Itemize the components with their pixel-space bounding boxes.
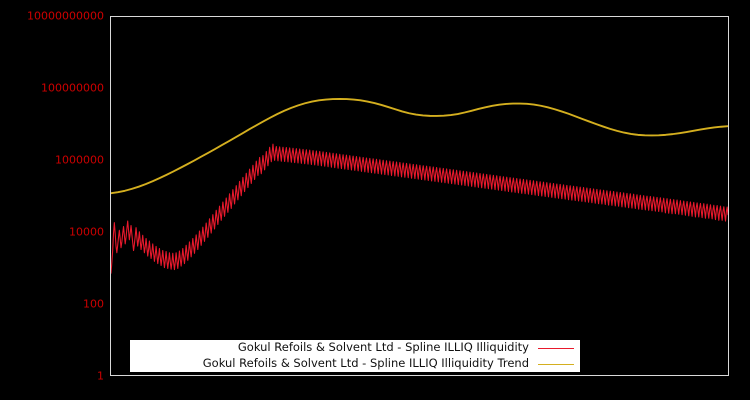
- y-axis-tick-3: 10000: [69, 225, 104, 239]
- plot-area: [110, 16, 729, 376]
- legend-swatch-illiquidity: [538, 347, 574, 349]
- y-axis-tick-2: 1000000: [55, 153, 104, 167]
- legend-swatch-illiquidity-trend: [538, 363, 574, 365]
- legend-label-illiquidity: Gokul Refoils & Solvent Ltd - Spline ILL…: [237, 340, 529, 355]
- y-axis-tick-1: 100000000: [41, 81, 104, 95]
- y-axis-tick-0: 10000000000: [27, 9, 104, 23]
- legend-item-illiquidity-trend[interactable]: Gokul Refoils & Solvent Ltd - Spline ILL…: [130, 356, 580, 372]
- series-line-illiquidity-trend: [111, 97, 728, 195]
- y-axis-tick-labels: 10000000000 100000000 1000000 10000 100 1: [0, 0, 104, 400]
- chart-legend: Gokul Refoils & Solvent Ltd - Spline ILL…: [130, 340, 580, 372]
- series-line-illiquidity: [111, 143, 728, 274]
- series-canvas: [111, 97, 728, 274]
- y-axis-tick-4: 100: [83, 297, 104, 311]
- legend-item-illiquidity[interactable]: Gokul Refoils & Solvent Ltd - Spline ILL…: [130, 340, 580, 356]
- y-axis-tick-5: 1: [97, 369, 104, 383]
- legend-label-illiquidity-trend: Gokul Refoils & Solvent Ltd - Spline ILL…: [202, 356, 529, 371]
